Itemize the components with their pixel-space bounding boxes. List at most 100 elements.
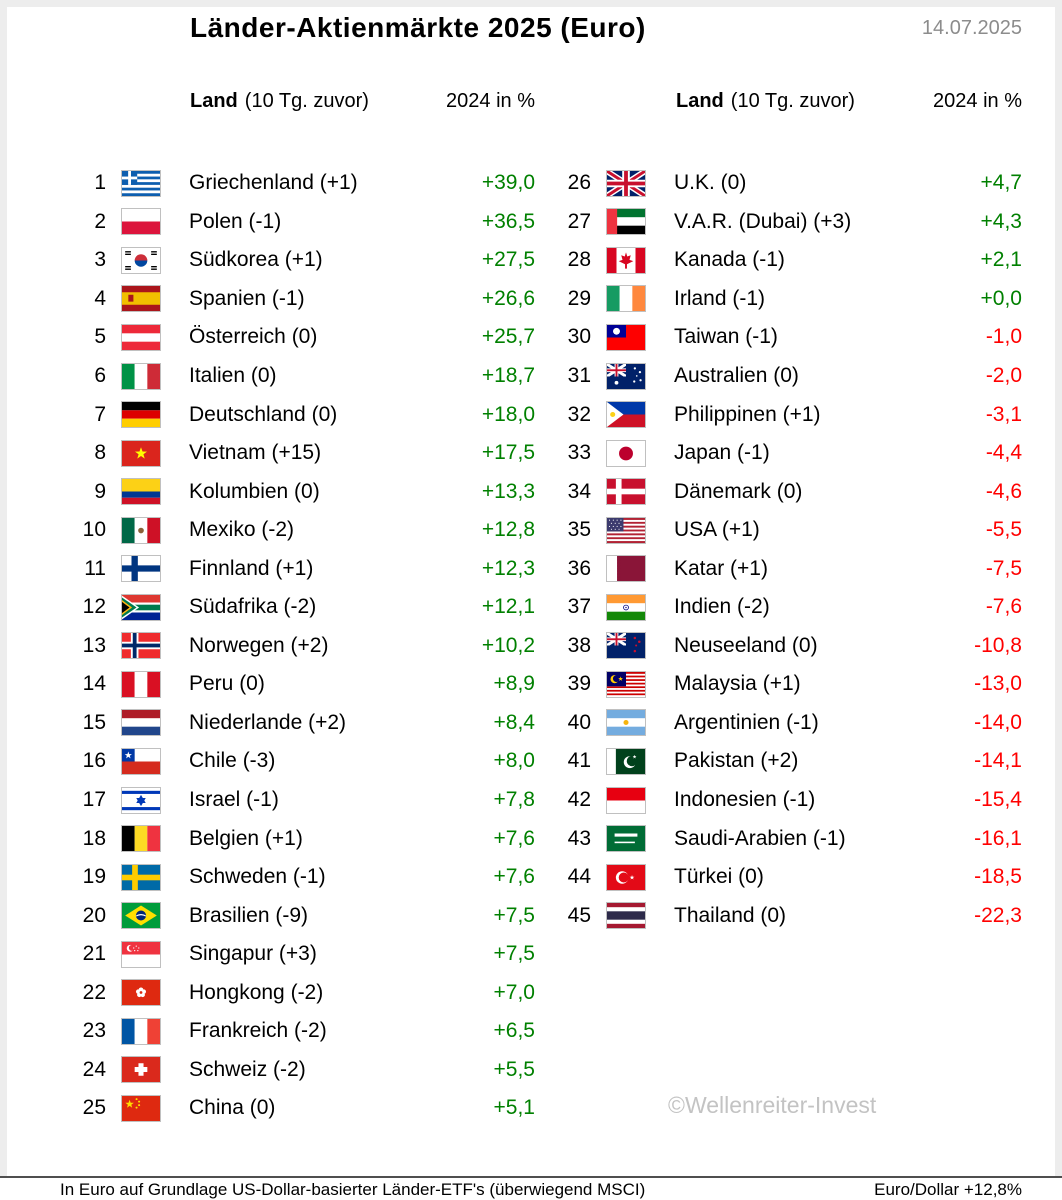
rank-number: 20 <box>82 903 106 927</box>
rank-number: 38 <box>567 633 591 657</box>
country-label: Chile (-3) <box>189 749 276 773</box>
flag-icon-be <box>121 825 161 853</box>
flag-icon-de <box>121 401 161 429</box>
table-row: 5 Österreich (0) +25,7 <box>60 318 535 357</box>
rank-number: 22 <box>82 980 106 1004</box>
country-label: Belgien (+1) <box>189 826 303 850</box>
flag-icon-tw <box>606 323 646 351</box>
performance-value: -14,1 <box>974 749 1022 773</box>
table-row: 24 Schweiz (-2) +5,5 <box>60 1051 535 1090</box>
country-label: Türkei (0) <box>674 865 764 889</box>
performance-value: +5,5 <box>493 1057 535 1081</box>
table-row: 12 Südafrika (-2) +12,1 <box>60 588 535 627</box>
rank-number: 1 <box>94 171 106 195</box>
table-row: 13 Norwegen (+2) +10,2 <box>60 627 535 666</box>
performance-value: +12,1 <box>481 595 535 619</box>
performance-value: +0,0 <box>980 286 1022 310</box>
flag-icon-tr <box>606 863 646 891</box>
country-label: Neuseeland (0) <box>674 633 818 657</box>
flag-icon-nl <box>121 709 161 737</box>
country-label: Thailand (0) <box>674 903 787 927</box>
table-row: 3 Südkorea (+1) +27,5 <box>60 241 535 280</box>
flag-icon-in <box>606 593 646 621</box>
rank-number: 13 <box>82 633 106 657</box>
rank-number: 21 <box>82 942 106 966</box>
country-label: Kanada (-1) <box>674 248 785 272</box>
flag-icon-au <box>606 362 646 390</box>
column-header-percent: 2024 in % <box>933 90 1022 112</box>
table-row: 44 Türkei (0) -18,5 <box>545 858 1022 897</box>
flag-icon-ie <box>606 285 646 313</box>
table-row: 37 Indien (-2) -7,6 <box>545 588 1022 627</box>
performance-value: +7,5 <box>493 942 535 966</box>
performance-value: +12,3 <box>481 556 535 580</box>
performance-value: +8,0 <box>493 749 535 773</box>
country-label: Vietnam (+15) <box>189 441 322 465</box>
rank-number: 32 <box>567 402 591 426</box>
country-label: Singapur (+3) <box>189 942 317 966</box>
rank-number: 26 <box>567 171 591 195</box>
performance-value: +2,1 <box>980 248 1022 272</box>
rank-number: 37 <box>567 595 591 619</box>
column-header-percent: 2024 in % <box>446 90 535 112</box>
rank-number: 31 <box>567 364 591 387</box>
country-label: Indonesien (-1) <box>674 788 816 812</box>
country-label: Indien (-2) <box>674 595 770 619</box>
flag-icon-pe <box>121 670 161 698</box>
table-row: 18 Belgien (+1) +7,6 <box>60 819 535 858</box>
flag-icon-us <box>606 516 646 544</box>
country-label: Peru (0) <box>189 672 265 696</box>
flag-icon-ch <box>121 1056 161 1084</box>
performance-value: +17,5 <box>481 441 535 465</box>
country-label: U.K. (0) <box>674 171 747 195</box>
country-label: Brasilien (-9) <box>189 903 309 927</box>
table-row: 17 Israel (-1) +7,8 <box>60 781 535 820</box>
performance-value: +27,5 <box>481 248 535 272</box>
country-label: Italien (0) <box>189 364 277 387</box>
rank-number: 18 <box>82 826 106 850</box>
table-row: 42 Indonesien (-1) -15,4 <box>545 781 1022 820</box>
rank-number: 43 <box>567 826 591 850</box>
rank-number: 12 <box>82 595 106 619</box>
flag-icon-cn <box>121 1094 161 1122</box>
table-row: 1 Griechenland (+1) +39,0 <box>60 164 535 203</box>
performance-value: +8,9 <box>493 672 535 696</box>
rank-number: 16 <box>82 749 106 773</box>
flag-icon-ph <box>606 401 646 429</box>
performance-value: -22,3 <box>974 903 1022 927</box>
performance-value: -15,4 <box>974 788 1022 812</box>
performance-value: +6,5 <box>493 1019 535 1043</box>
performance-value: -2,0 <box>985 364 1022 387</box>
flag-icon-se <box>121 863 161 891</box>
flag-icon-fi <box>121 555 161 583</box>
flag-icon-dk <box>606 478 646 506</box>
rank-number: 35 <box>567 518 591 542</box>
flag-icon-il <box>121 786 161 814</box>
rank-number: 4 <box>94 286 106 310</box>
table-row: 2 Polen (-1) +36,5 <box>60 203 535 242</box>
table-row: 39 Malaysia (+1) -13,0 <box>545 665 1022 704</box>
performance-value: -7,6 <box>985 595 1022 619</box>
rank-number: 10 <box>82 518 106 542</box>
table-row: 30 Taiwan (-1) -1,0 <box>545 318 1022 357</box>
performance-value: -16,1 <box>974 826 1022 850</box>
rank-number: 6 <box>94 364 106 387</box>
performance-value: -3,1 <box>985 402 1022 426</box>
performance-value: +7,6 <box>493 826 535 850</box>
performance-value: -13,0 <box>974 672 1022 696</box>
rank-number: 28 <box>567 248 591 272</box>
flag-icon-jp <box>606 439 646 467</box>
rank-number: 2 <box>94 209 106 233</box>
rank-number: 19 <box>82 865 106 889</box>
table-row: 21 Singapur (+3) +7,5 <box>60 935 535 974</box>
country-label: V.A.R. (Dubai) (+3) <box>674 209 852 233</box>
table-row: 33 Japan (-1) -4,4 <box>545 434 1022 473</box>
country-label: Norwegen (+2) <box>189 633 329 657</box>
country-label: Frankreich (-2) <box>189 1019 327 1043</box>
rank-number: 30 <box>567 325 591 349</box>
footer: In Euro auf Grundlage US-Dollar-basierte… <box>0 1176 1062 1200</box>
watermark: ©Wellenreiter-Invest <box>668 1092 877 1118</box>
country-label: Hongkong (-2) <box>189 980 324 1004</box>
performance-value: +39,0 <box>481 171 535 195</box>
rank-number: 27 <box>567 209 591 233</box>
